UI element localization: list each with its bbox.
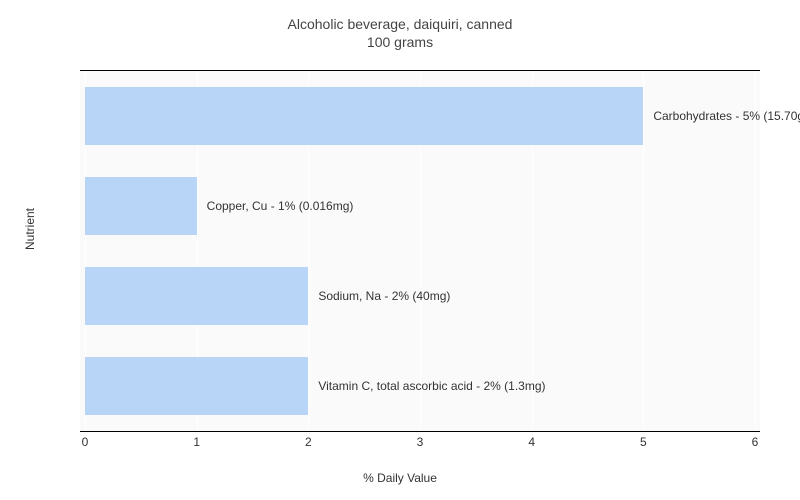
plot-area: Carbohydrates - 5% (15.70g)Copper, Cu - … [80, 70, 760, 432]
chart-title-line1: Alcoholic beverage, daiquiri, canned [0, 15, 800, 33]
bar [85, 267, 308, 325]
plot-inner: Carbohydrates - 5% (15.70g)Copper, Cu - … [85, 71, 755, 431]
x-tick-label: 1 [187, 435, 207, 449]
x-tick-label: 6 [745, 435, 765, 449]
bar [85, 357, 308, 415]
y-axis-title: Nutrient [23, 208, 37, 250]
x-tick-label: 0 [75, 435, 95, 449]
bar-label: Carbohydrates - 5% (15.70g) [653, 109, 800, 123]
chart-container: Alcoholic beverage, daiquiri, canned 100… [0, 0, 800, 500]
x-tick-label: 4 [522, 435, 542, 449]
x-axis-title: % Daily Value [0, 471, 800, 485]
bar-label: Sodium, Na - 2% (40mg) [318, 289, 450, 303]
x-tick-label: 2 [298, 435, 318, 449]
chart-title-line2: 100 grams [0, 33, 800, 51]
bar-label: Copper, Cu - 1% (0.016mg) [207, 199, 354, 213]
x-tick-label: 3 [410, 435, 430, 449]
bar [85, 87, 643, 145]
bar-label: Vitamin C, total ascorbic acid - 2% (1.3… [318, 379, 545, 393]
grid-line [755, 71, 756, 431]
x-tick-label: 5 [633, 435, 653, 449]
bar [85, 177, 197, 235]
chart-title: Alcoholic beverage, daiquiri, canned 100… [0, 15, 800, 51]
grid-line [643, 71, 644, 431]
